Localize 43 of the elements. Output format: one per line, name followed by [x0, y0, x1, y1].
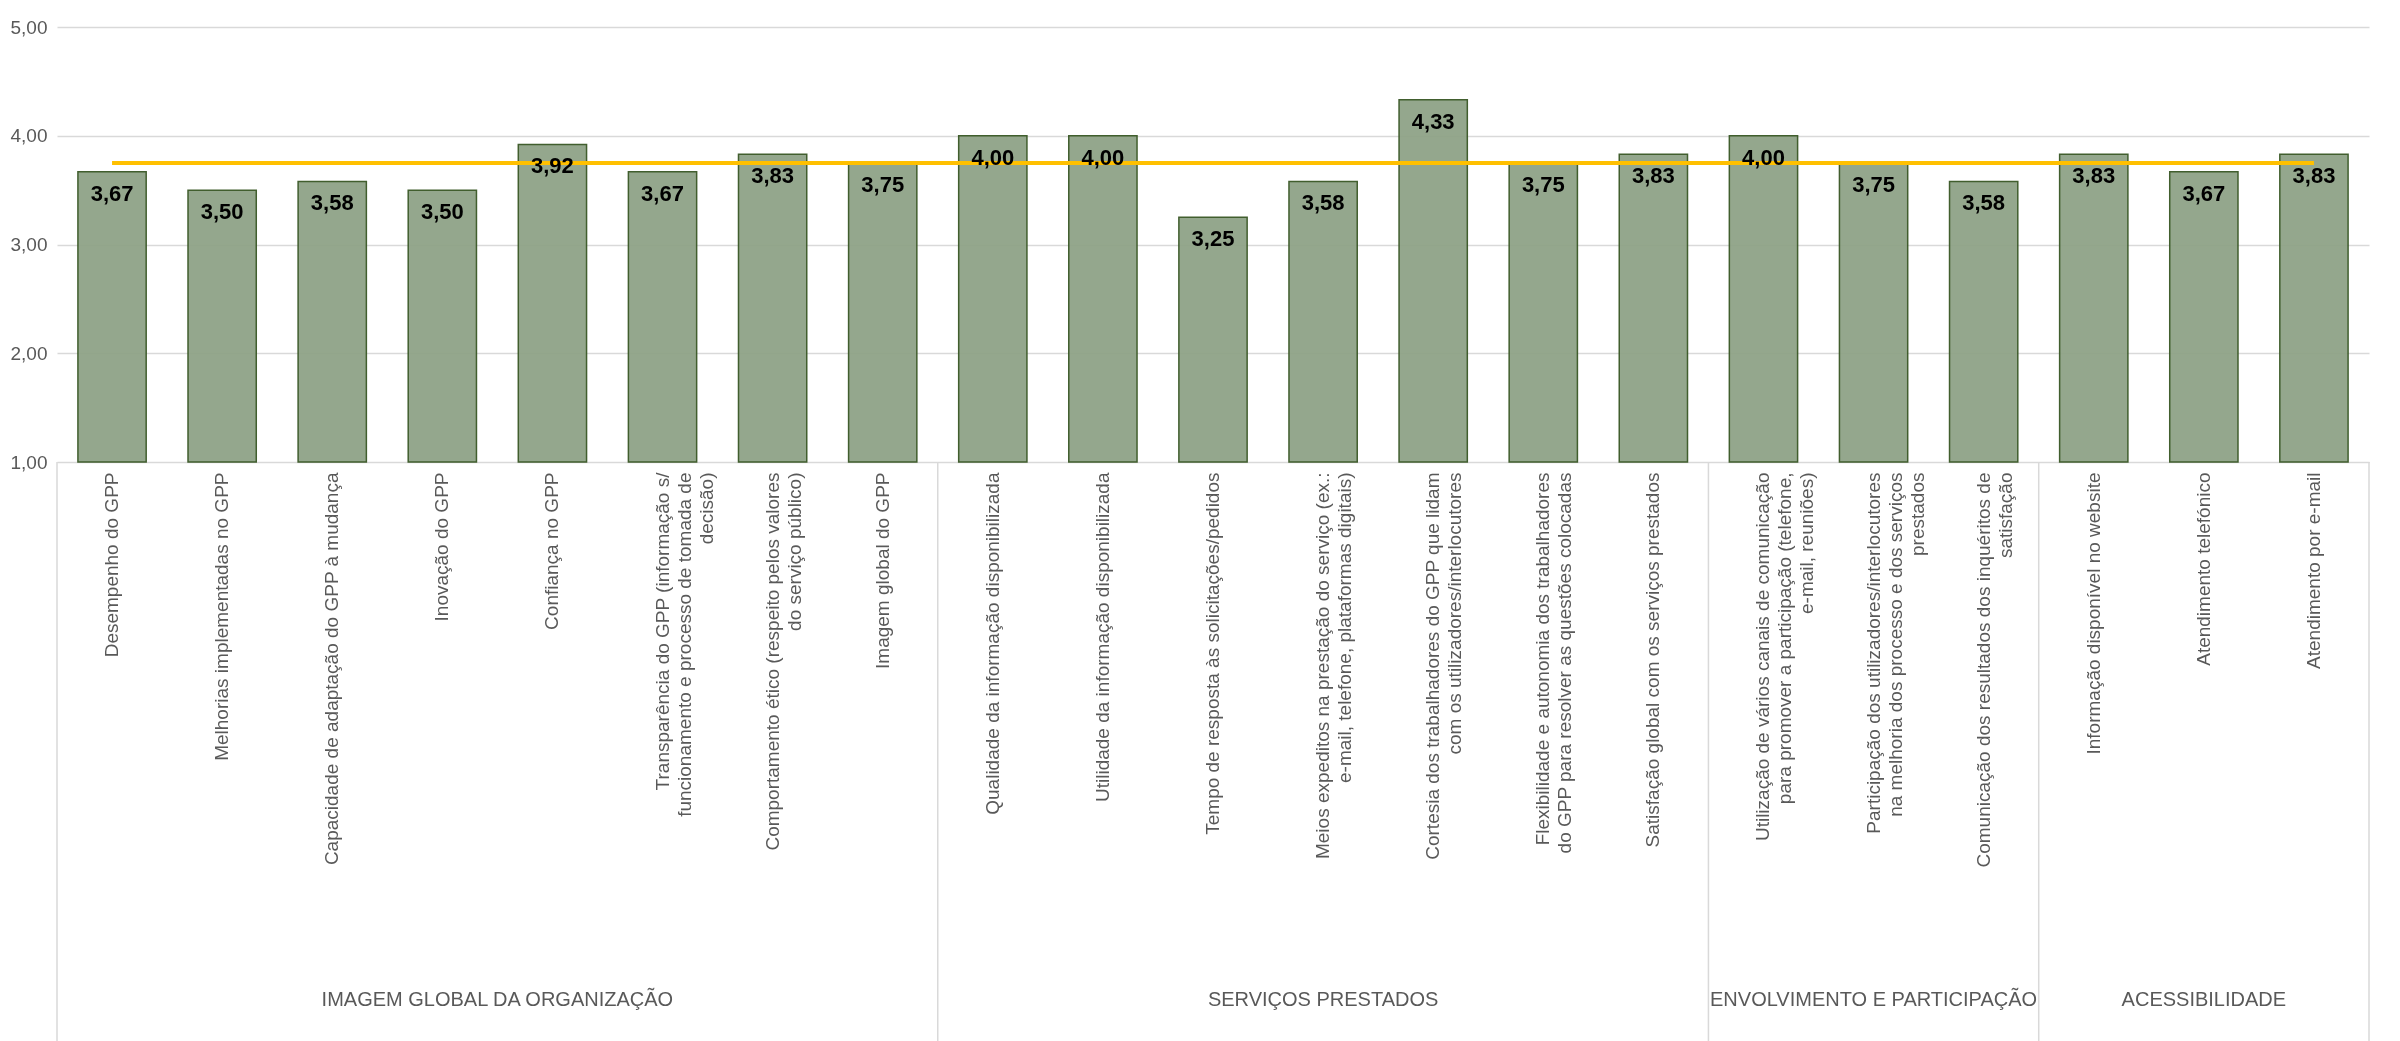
text: IMAGEM GLOBAL DA ORGANIZAÇÃO [321, 987, 674, 1010]
x-tick-label: Utilidade da informação disponibilizada [1091, 472, 1113, 803]
y-tick-label: 1,00 [10, 451, 48, 473]
data-label: 3,75 [861, 171, 905, 197]
x-tick-label: Confiança no GPP [541, 472, 563, 630]
data-label: 3,67 [641, 180, 684, 206]
x-tick-label: Qualidade da informação disponibilizada [981, 472, 1003, 815]
data-label: 3,67 [90, 180, 134, 206]
data-label: 3,83 [2292, 163, 2336, 189]
x-tick-label: Transparência do GPP (informação s/ funcionamento e processo de tomada de decisão) [651, 471, 717, 817]
data-label: 3,75 [1521, 171, 1565, 197]
data-label: 3,50 [200, 199, 244, 225]
data-label: 3,83 [751, 163, 795, 189]
data-label: 3,58 [1301, 190, 1345, 216]
x-tick-label: Capacidade de adaptação do GPP à mudança [321, 472, 343, 866]
text: ENVOLVIMENTO E PARTICIPAÇÃO [1710, 987, 2038, 1010]
data-label: 4,33 [1411, 108, 1455, 134]
x-tick-label: Imagem global do GPP [871, 472, 893, 669]
data-label: 3,58 [310, 190, 354, 216]
x-tick-label: Inovação do GPP [431, 472, 453, 622]
x-tick-label: Atendimento telefónico [2192, 472, 2214, 666]
data-label: 3,25 [1191, 226, 1235, 252]
text: SERVIÇOS PRESTADOS [1207, 988, 1439, 1010]
y-tick-label: 4,00 [10, 125, 48, 147]
data-label: 3,58 [1962, 190, 2006, 216]
x-tick-label: Desempenho do GPP [101, 472, 123, 658]
x-tick-label: Satisfação global com os serviços prestados [1642, 472, 1664, 848]
x-tick-label: Melhorias implementadas no GPP [211, 472, 233, 761]
data-label: 3,83 [1631, 163, 1675, 189]
x-tick-label: Utilização de vários canais de comunicação para promover a participação (telefone, e-mail, reuniões) [1752, 472, 1818, 842]
y-tick-label: 5,00 [10, 16, 48, 38]
x-tick-label: Tempo de resposta às solicitações/pedidos [1202, 472, 1223, 835]
y-tick-label: 2,00 [10, 342, 48, 364]
y-tick-label: 3,00 [10, 234, 48, 255]
x-tick-label: Meios expeditos na prestação do serviço (ex.: e-mail, telefone, plataformas digitais) [1312, 472, 1356, 860]
data-label: 3,50 [420, 199, 464, 225]
x-tick-label: Atendimento por e-mail [2302, 472, 2324, 669]
data-label: 3,83 [2072, 163, 2116, 189]
data-label: 3,75 [1852, 171, 1895, 197]
data-label: 3,67 [2182, 180, 2226, 206]
x-tick-label: Informação disponível no website [2082, 472, 2104, 755]
text: ACESSIBILIDADE [2121, 988, 2287, 1010]
x-tick-label: Comportamento ético (respeito pelos valores do serviço público) [761, 472, 805, 851]
